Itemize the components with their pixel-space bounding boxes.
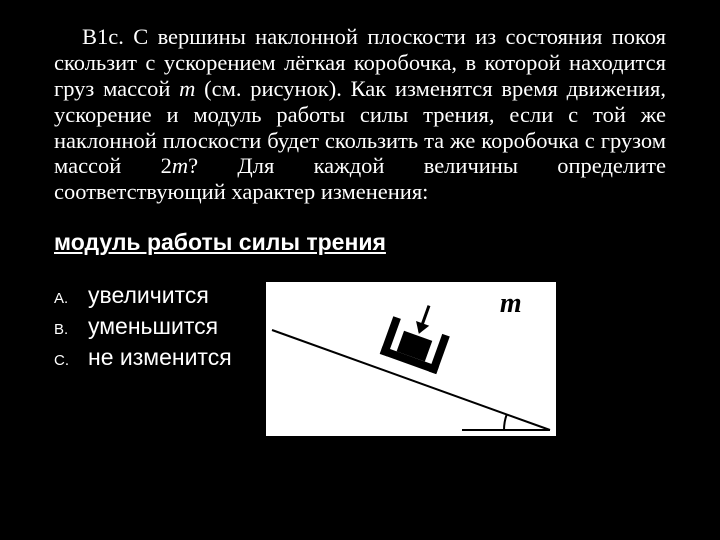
option-letter: C. — [54, 352, 88, 369]
answer-options: A. увеличится B. уменьшится C. не измени… — [54, 282, 232, 375]
inclined-plane-diagram: m — [266, 282, 556, 436]
option-a: A. увеличится — [54, 282, 232, 309]
problem-text: В1с. С вершины наклонной плоскости из со… — [54, 24, 666, 205]
mass-label: m — [500, 288, 522, 320]
option-letter: A. — [54, 290, 88, 307]
option-text: уменьшится — [88, 313, 218, 340]
option-letter: B. — [54, 321, 88, 338]
option-c: C. не изменится — [54, 344, 232, 371]
option-text: увеличится — [88, 282, 209, 309]
option-text: не изменится — [88, 344, 232, 371]
subtitle-quantity: модуль работы силы трения — [54, 229, 666, 256]
option-b: B. уменьшится — [54, 313, 232, 340]
